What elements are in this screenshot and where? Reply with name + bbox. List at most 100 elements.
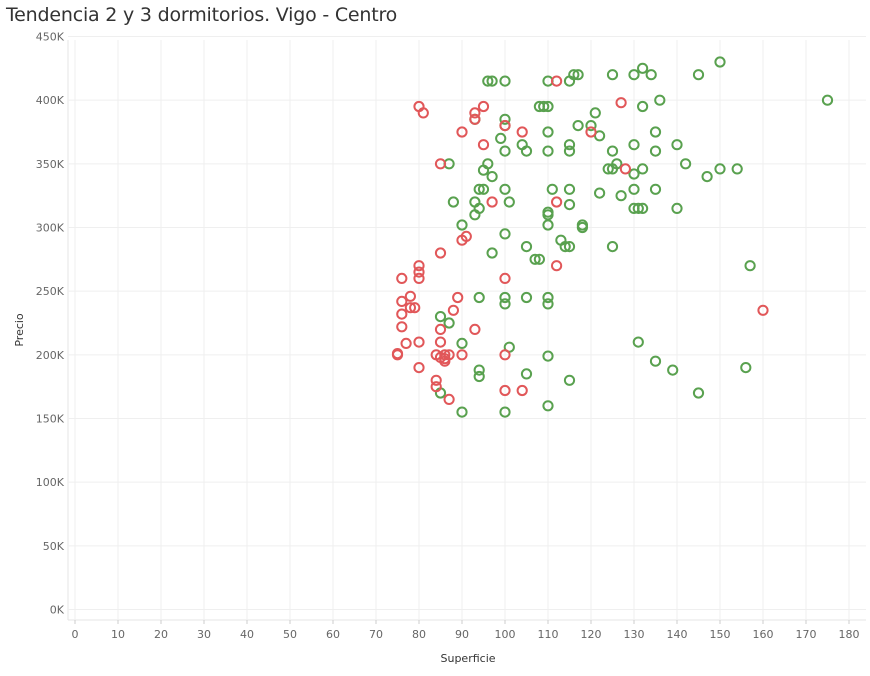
data-point (563, 241, 576, 253)
data-point (542, 291, 554, 304)
data-point (649, 355, 662, 367)
data-point (615, 97, 627, 109)
data-point (619, 163, 632, 175)
data-point (546, 183, 558, 195)
data-point (434, 158, 447, 170)
data-point (499, 272, 511, 284)
data-point (434, 323, 447, 335)
data-point (744, 260, 756, 272)
x-axis-ticks: 0 10 20 30 40 50 60 70 80 90 100 110 120 130 140 150 160… (72, 620, 860, 641)
data-point (542, 350, 554, 362)
data-point (701, 171, 713, 183)
data-point (692, 387, 705, 399)
data-point (551, 196, 563, 208)
data-point (563, 139, 576, 151)
y-axis-title: Precio (13, 313, 26, 347)
data-point (563, 145, 576, 157)
data-point (520, 241, 533, 253)
data-point (413, 362, 425, 374)
data-point (606, 163, 619, 175)
x-tick-label: 120 (581, 628, 602, 641)
data-point (628, 139, 640, 151)
x-tick-label: 160 (753, 628, 774, 641)
data-point (404, 290, 416, 302)
data-point (469, 113, 481, 125)
x-tick-label: 20 (154, 628, 168, 641)
data-point (520, 145, 533, 157)
data-point (563, 199, 576, 211)
data-point (602, 163, 614, 175)
data-point (542, 100, 554, 113)
data-point (606, 145, 619, 157)
data-point (469, 107, 481, 119)
data-point (563, 374, 576, 386)
data-point (594, 187, 606, 199)
y-tick-label: 50K (43, 540, 65, 553)
x-tick-label: 180 (839, 628, 860, 641)
x-tick-label: 90 (455, 628, 469, 641)
y-tick-label: 200K (36, 349, 65, 362)
x-tick-label: 140 (667, 628, 688, 641)
data-point (637, 202, 649, 214)
x-tick-label: 70 (369, 628, 383, 641)
x-tick-label: 150 (710, 628, 731, 641)
x-tick-label: 50 (283, 628, 297, 641)
x-tick-label: 110 (538, 628, 559, 641)
data-point (447, 304, 459, 316)
data-point (632, 202, 644, 214)
x-tick-label: 10 (111, 628, 125, 641)
data-point (499, 349, 511, 361)
data-point (473, 364, 485, 376)
data-point (486, 171, 498, 183)
data-point (731, 163, 743, 175)
data-point (499, 145, 511, 157)
data-point (628, 168, 640, 180)
data-point (434, 247, 447, 259)
data-point (434, 311, 447, 323)
data-point (692, 69, 705, 81)
data-point (680, 158, 692, 170)
data-point (495, 132, 507, 144)
data-point (516, 126, 528, 138)
y-tick-label: 300K (36, 222, 65, 235)
y-tick-label: 400K (36, 94, 65, 107)
data-point (714, 163, 726, 175)
data-point (551, 75, 563, 87)
data-point (667, 364, 679, 376)
data-point (473, 183, 485, 195)
data-point (520, 368, 533, 380)
data-point (439, 355, 451, 367)
data-point (671, 202, 683, 214)
data-point (542, 298, 554, 310)
data-point (396, 308, 408, 320)
y-tick-label: 100K (36, 476, 65, 489)
x-tick-label: 60 (326, 628, 340, 641)
data-point (499, 228, 511, 240)
data-point (396, 295, 408, 307)
data-point (456, 349, 468, 361)
y-tick-label: 0K (50, 604, 65, 617)
data-point (649, 126, 662, 138)
data-point (447, 196, 459, 208)
data-point (456, 219, 468, 231)
y-axis-ticks: 0K 50K 100K 150K 200K 250K 300K 350K 400K 450K (36, 31, 65, 617)
data-point (456, 406, 468, 418)
data-point (499, 113, 511, 125)
data-point (473, 370, 485, 383)
data-point (714, 56, 726, 68)
data-point (649, 145, 662, 157)
data-point (637, 62, 649, 74)
data-point (572, 69, 584, 81)
data-point (637, 100, 649, 113)
x-axis-title: Superficie (440, 652, 495, 665)
data-point (628, 183, 640, 195)
data-point (477, 183, 490, 195)
data-point (533, 253, 546, 265)
data-point (499, 298, 511, 310)
data-point (434, 336, 447, 348)
data-point (606, 241, 619, 253)
data-point (606, 69, 619, 81)
x-tick-label: 30 (197, 628, 211, 641)
data-point (572, 120, 584, 132)
